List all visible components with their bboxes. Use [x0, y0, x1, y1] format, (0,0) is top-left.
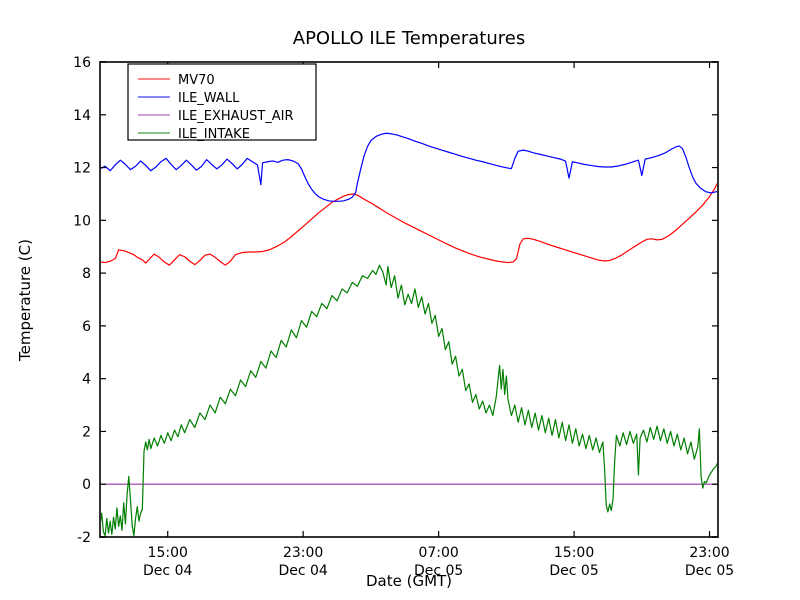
legend-label-ile_exhaust_air: ILE_EXHAUST_AIR	[178, 109, 294, 124]
y-tick-label: -2	[77, 530, 91, 546]
series-line-ile_wall	[99, 132, 719, 202]
series-line-ile_intake	[99, 264, 719, 537]
y-axis-label: Temperature (C)	[16, 239, 34, 362]
x-tick-label-time: 23:00	[283, 545, 323, 561]
series-group	[99, 132, 719, 537]
y-tick-label: 4	[82, 372, 91, 388]
x-axis-label: Date (GMT)	[366, 572, 452, 590]
y-tick-label: 6	[82, 319, 91, 335]
legend-label-ile_wall: ILE_WALL	[178, 91, 240, 106]
x-tick-label-date: Dec 05	[549, 563, 598, 579]
chart-title: APOLLO ILE Temperatures	[293, 28, 525, 49]
y-tick-label: 0	[82, 477, 91, 493]
x-tick-label-time: 15:00	[554, 545, 594, 561]
x-tick-label-date: Dec 05	[685, 563, 734, 579]
y-tick-label: 12	[73, 161, 91, 177]
y-axis-ticks: -2 0 2 4 6 8 10 12 14 16	[73, 55, 718, 546]
legend-box	[127, 63, 317, 141]
y-tick-label: 16	[73, 55, 91, 71]
x-tick-label-date: Dec 04	[143, 563, 192, 579]
x-tick-label-date: Dec 05	[414, 563, 463, 579]
y-tick-label: 14	[73, 108, 91, 124]
y-tick-label: 10	[73, 213, 91, 229]
x-axis-ticks: 15:00 Dec 04 23:00 Dec 04 07:00 Dec 05 15:00 De…	[143, 62, 734, 579]
y-tick-label: 8	[82, 266, 91, 282]
axes-frame	[99, 61, 719, 538]
series-line-mv70	[99, 181, 719, 266]
legend-label-mv70: MV70	[178, 73, 215, 88]
x-tick-label-time: 15:00	[148, 545, 188, 561]
legend-label-ile_intake: ILE_INTAKE	[178, 127, 250, 142]
x-tick-label-time: 07:00	[418, 545, 458, 561]
x-tick-label-date: Dec 04	[278, 563, 327, 579]
x-tick-label-time: 23:00	[689, 545, 729, 561]
y-tick-label: 2	[82, 424, 91, 440]
chart-legend[interactable]: MV70 ILE_WALL ILE_EXHAUST_AIR ILE_INTAKE	[127, 63, 317, 142]
